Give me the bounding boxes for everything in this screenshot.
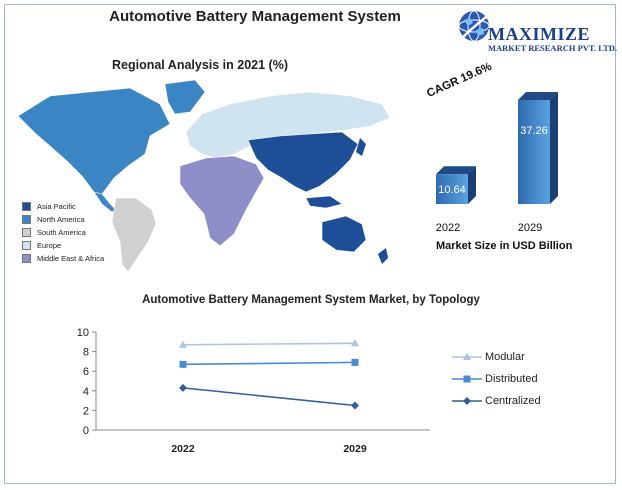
legend-label: Centralized bbox=[485, 395, 541, 407]
map-title: Regional Analysis in 2021 (%) bbox=[112, 58, 288, 72]
map-legend-item: Middle East & Africa bbox=[22, 252, 104, 265]
y-tick-label: 8 bbox=[83, 347, 89, 359]
asia-pacific-region bbox=[247, 131, 359, 193]
logo-subtitle: MARKET RESEARCH PVT. LTD. bbox=[488, 43, 618, 53]
middle-east-africa-region bbox=[179, 155, 265, 247]
data-point bbox=[351, 401, 359, 410]
legend-swatch bbox=[22, 241, 31, 250]
y-tick-label: 2 bbox=[83, 405, 89, 417]
legend-label: Modular bbox=[485, 351, 525, 363]
market-size-bar-chart: 10.64 37.26 bbox=[436, 92, 558, 204]
bar-value-label: 10.64 bbox=[438, 184, 466, 196]
data-point bbox=[179, 360, 187, 368]
legend-swatch bbox=[22, 202, 31, 211]
infographic-frame bbox=[4, 4, 616, 484]
market-size-label: Market Size in USD Billion bbox=[436, 240, 573, 252]
data-point bbox=[179, 383, 187, 392]
series-line-centralized bbox=[182, 387, 356, 407]
line-legend-item: Modular bbox=[452, 346, 541, 368]
legend-label: Distributed bbox=[485, 373, 538, 385]
data-point bbox=[351, 339, 359, 347]
map-legend-item: North America bbox=[22, 213, 104, 226]
legend-label: Middle East & Africa bbox=[37, 254, 105, 263]
map-legend-item: Europe bbox=[22, 239, 104, 252]
map-legend-item: Asia Pacific bbox=[22, 200, 104, 213]
series-line-modular bbox=[182, 342, 356, 346]
map-legend-item: South America bbox=[22, 226, 104, 239]
square-marker-icon bbox=[452, 375, 482, 383]
bar-category-label: 2029 bbox=[517, 222, 543, 234]
legend-label: Asia Pacific bbox=[37, 202, 76, 211]
triangle-marker-icon bbox=[452, 353, 482, 360]
legend-label: South America bbox=[37, 228, 86, 237]
line-legend-item: Distributed bbox=[452, 368, 541, 390]
y-tick-label: 10 bbox=[77, 327, 89, 339]
north-america-region bbox=[17, 87, 171, 195]
globe-icon bbox=[458, 10, 491, 42]
legend-swatch bbox=[22, 254, 31, 263]
legend-label: Europe bbox=[37, 241, 62, 250]
legend-label: North America bbox=[37, 215, 85, 224]
bar bbox=[436, 174, 468, 204]
world-map bbox=[17, 79, 391, 273]
map-legend: Asia Pacific North America South America… bbox=[22, 200, 104, 265]
topology-line-chart: 0 2 4 6 8 10 2022 2029 bbox=[77, 327, 430, 455]
south-america-region bbox=[111, 197, 157, 273]
y-tick-label: 4 bbox=[83, 386, 89, 398]
x-tick-label: 2022 bbox=[171, 443, 195, 455]
bar-value-label: 37.26 bbox=[520, 125, 548, 137]
bar-side bbox=[550, 92, 558, 204]
x-tick-label: 2029 bbox=[343, 443, 367, 455]
bar-side bbox=[468, 166, 476, 204]
page-title: Automotive Battery Management System bbox=[109, 8, 401, 25]
bar-top bbox=[436, 166, 476, 175]
y-tick-label: 6 bbox=[83, 366, 89, 378]
bar bbox=[518, 100, 550, 204]
greenland-region bbox=[164, 79, 206, 115]
line-legend-item: Centralized bbox=[452, 390, 541, 412]
data-point bbox=[351, 358, 359, 366]
logo-name: MAXIMIZE bbox=[488, 24, 590, 44]
series-line-distributed bbox=[182, 361, 356, 366]
data-point bbox=[179, 340, 187, 348]
line-chart-title: Automotive Battery Management System Mar… bbox=[142, 294, 480, 306]
legend-swatch bbox=[22, 228, 31, 237]
bar-category-label: 2022 bbox=[435, 222, 461, 234]
legend-swatch bbox=[22, 215, 31, 224]
y-tick-label: 0 bbox=[83, 425, 89, 437]
line-legend: Modular Distributed Centralized bbox=[452, 346, 541, 412]
diamond-marker-icon bbox=[452, 397, 482, 405]
bar-top bbox=[518, 92, 558, 100]
